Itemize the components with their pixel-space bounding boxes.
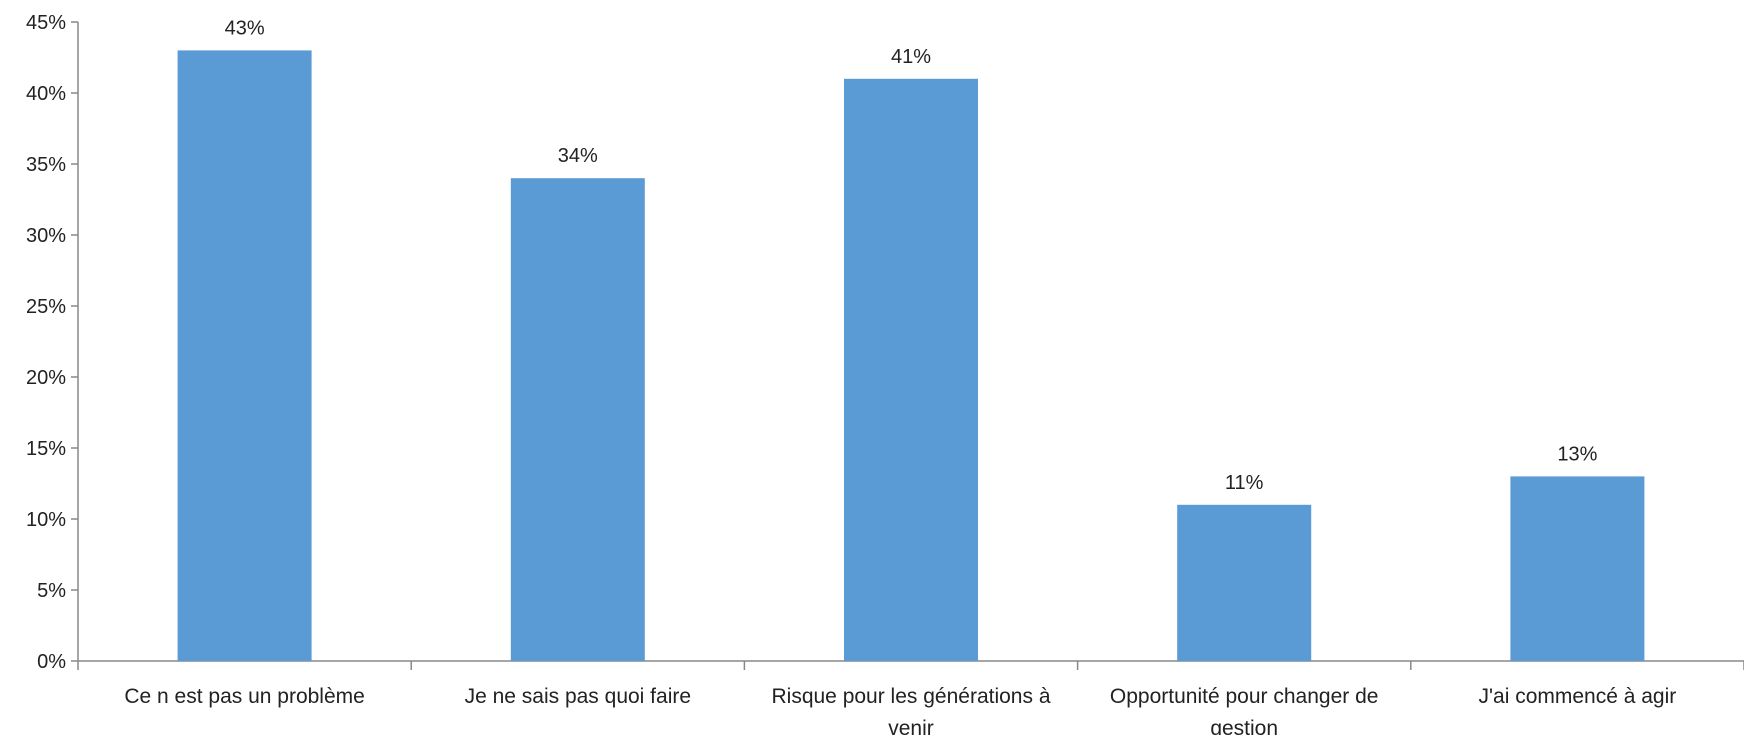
data-labels: 43% 34% 41% 11% 13% bbox=[225, 17, 1598, 493]
y-tick-label: 5% bbox=[37, 580, 66, 602]
bars bbox=[177, 50, 1645, 662]
x-axis bbox=[77, 660, 1744, 670]
data-label: 43% bbox=[225, 17, 265, 39]
bar bbox=[510, 178, 645, 661]
data-label: 34% bbox=[558, 145, 598, 167]
category-labels: Ce n est pas un problème Je ne sais pas q… bbox=[124, 685, 1676, 735]
y-tick-label: 30% bbox=[26, 225, 66, 247]
y-tick-label: 15% bbox=[26, 438, 66, 460]
y-tick-label: 25% bbox=[26, 296, 66, 318]
category-label: J'ai commencé à agir bbox=[1479, 685, 1677, 708]
bar bbox=[1510, 476, 1645, 661]
category-label: Ce n est pas un problème bbox=[124, 685, 364, 708]
y-tick-label: 10% bbox=[26, 509, 66, 531]
data-label: 11% bbox=[1225, 472, 1264, 494]
bar bbox=[844, 78, 978, 662]
category-label: Je ne sais pas quoi faire bbox=[465, 685, 691, 708]
data-label: 41% bbox=[891, 46, 931, 68]
data-label: 13% bbox=[1557, 443, 1597, 465]
bar bbox=[1177, 504, 1312, 661]
y-tick-label: 45% bbox=[26, 12, 66, 34]
y-tick-label: 0% bbox=[37, 651, 66, 673]
y-axis: 0% 5% 10% 15% 20% 25% 30% 35% 40% 45% bbox=[26, 12, 79, 673]
category-label: Opportunité pour changer de gestion bbox=[1110, 685, 1379, 735]
category-label: Risque pour les générations à venir bbox=[771, 685, 1050, 735]
y-tick-label: 35% bbox=[26, 154, 66, 176]
y-tick-label: 40% bbox=[26, 83, 66, 105]
y-tick-label: 20% bbox=[26, 367, 66, 389]
bar bbox=[177, 50, 312, 661]
